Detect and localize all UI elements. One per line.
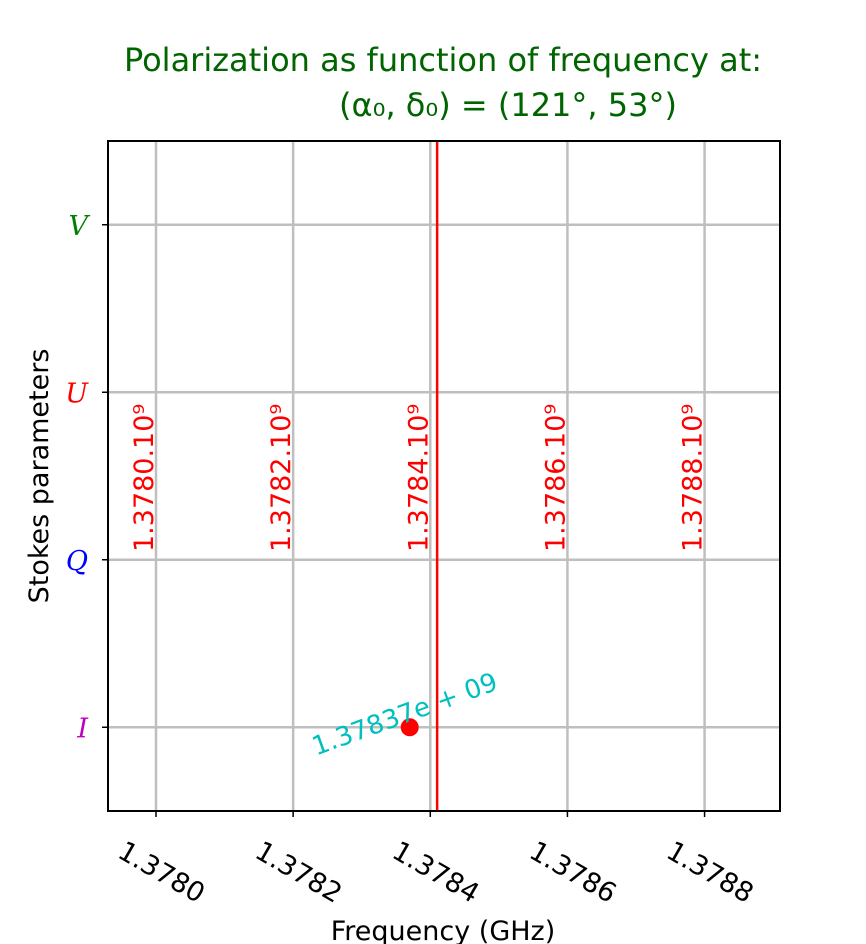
x-axis-ticks: 1.3780 1.3782 1.3784 1.3786 1.3788 — [113, 811, 758, 910]
grid — [108, 141, 780, 811]
x-tick-label-2: 1.3784 — [387, 836, 484, 910]
y-tick-label-0: I — [76, 713, 89, 744]
y-tick-label-2: U — [65, 378, 89, 409]
frequency-label-2: 1.3784.10⁹ — [403, 404, 434, 552]
frequency-labels: 1.3780.10⁹ 1.3782.10⁹ 1.3784.10⁹ 1.3786.10⁹… — [129, 404, 709, 552]
y-tick-label-3: V — [69, 211, 91, 242]
frequency-label-4: 1.3788.10⁹ — [678, 404, 709, 552]
y-axis-ticks: I Q U V — [65, 211, 108, 744]
x-tick-label-1: 1.3782 — [250, 836, 347, 910]
x-tick-label-4: 1.3788 — [661, 836, 758, 910]
chart-title-line1: Polarization as function of frequency at… — [124, 41, 762, 79]
data-point-0 — [400, 718, 419, 737]
frequency-label-3: 1.3786.10⁹ — [540, 404, 571, 552]
data-points: 1.37837e + 09 — [308, 667, 501, 762]
frequency-label-1: 1.3782.10⁹ — [266, 404, 297, 552]
frequency-label-0: 1.3780.10⁹ — [129, 404, 160, 552]
chart-title-line2: (α₀, δ₀) = (121°, 53°) — [339, 86, 677, 124]
y-axis-label: Stokes parameters — [24, 349, 55, 604]
y-tick-label-1: Q — [66, 546, 88, 577]
x-tick-label-0: 1.3780 — [113, 836, 210, 910]
plot-frame — [107, 140, 781, 812]
x-axis-label: Frequency (GHz) — [331, 916, 556, 944]
data-point-label-0: 1.37837e + 09 — [308, 667, 501, 762]
x-tick-label-3: 1.3786 — [524, 836, 621, 910]
